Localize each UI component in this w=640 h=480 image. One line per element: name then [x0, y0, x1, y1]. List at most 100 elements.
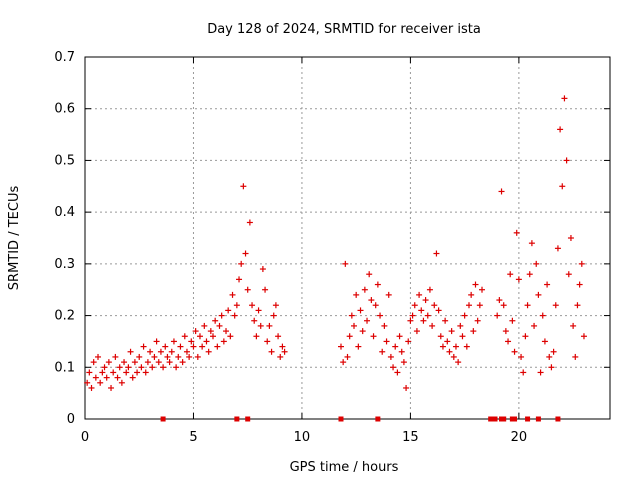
data-point — [190, 343, 197, 350]
data-point — [559, 183, 566, 190]
data-point — [95, 353, 102, 360]
data-point — [162, 343, 169, 350]
y-tick-label: 0.1 — [54, 360, 75, 375]
y-tick-label: 0.2 — [54, 309, 75, 324]
data-point — [268, 348, 275, 355]
data-points — [84, 95, 587, 422]
data-point — [368, 297, 375, 304]
x-tick-label: 15 — [402, 430, 419, 445]
data-point — [539, 312, 546, 319]
data-point — [459, 333, 466, 340]
data-point — [173, 364, 180, 371]
data-point — [522, 333, 529, 340]
data-point — [535, 291, 542, 298]
zero-marker — [488, 416, 494, 422]
data-point — [374, 281, 381, 288]
data-point — [424, 312, 431, 319]
data-point — [435, 307, 442, 314]
data-point — [166, 359, 173, 366]
data-point — [153, 338, 160, 345]
data-point — [337, 343, 344, 350]
data-point — [203, 338, 210, 345]
data-point — [147, 348, 154, 355]
data-point — [476, 302, 483, 309]
data-point — [164, 353, 171, 360]
data-point — [340, 359, 347, 366]
data-point — [84, 379, 91, 386]
zero-marker — [501, 416, 507, 422]
data-point — [136, 353, 143, 360]
data-point — [574, 302, 581, 309]
data-point — [429, 322, 436, 329]
data-point — [129, 374, 136, 381]
data-point — [144, 359, 151, 366]
data-point — [385, 291, 392, 298]
data-point — [370, 333, 377, 340]
data-point — [249, 302, 256, 309]
data-point — [548, 364, 555, 371]
zero-marker — [160, 416, 166, 422]
data-point — [251, 317, 258, 324]
data-point — [351, 322, 358, 329]
data-point — [123, 369, 130, 376]
data-point — [572, 353, 579, 360]
data-point — [209, 333, 216, 340]
data-point — [366, 271, 373, 278]
data-point — [112, 353, 119, 360]
data-point — [500, 302, 507, 309]
zero-marker — [535, 416, 541, 422]
data-point — [125, 364, 132, 371]
data-point — [364, 317, 371, 324]
zero-marker — [375, 416, 381, 422]
data-point — [131, 359, 138, 366]
data-point — [565, 271, 572, 278]
data-point — [359, 328, 366, 335]
data-point — [400, 359, 407, 366]
data-point — [257, 322, 264, 329]
data-point — [277, 353, 284, 360]
data-point — [151, 353, 158, 360]
data-point — [116, 364, 123, 371]
data-point — [450, 353, 457, 360]
data-point — [207, 328, 214, 335]
data-point — [181, 333, 188, 340]
data-point — [513, 229, 520, 236]
data-point — [474, 317, 481, 324]
data-point — [233, 302, 240, 309]
data-point — [580, 333, 587, 340]
data-point — [533, 260, 540, 267]
data-point — [225, 307, 232, 314]
data-point — [452, 343, 459, 350]
data-point — [511, 348, 518, 355]
data-point — [227, 333, 234, 340]
data-point — [127, 348, 134, 355]
data-point — [457, 322, 464, 329]
data-point — [405, 338, 412, 345]
data-point — [105, 359, 112, 366]
data-point — [407, 317, 414, 324]
data-point — [138, 364, 145, 371]
data-point — [455, 359, 462, 366]
data-point — [578, 260, 585, 267]
data-point — [496, 297, 503, 304]
data-point — [196, 333, 203, 340]
data-point — [160, 364, 167, 371]
data-point — [168, 348, 175, 355]
data-point — [97, 379, 104, 386]
data-point — [194, 353, 201, 360]
data-point — [88, 384, 95, 391]
data-point — [433, 250, 440, 257]
data-point — [175, 353, 182, 360]
data-point — [446, 348, 453, 355]
zero-marker — [525, 416, 531, 422]
data-point — [570, 322, 577, 329]
data-point — [118, 379, 125, 386]
data-point — [439, 343, 446, 350]
data-point — [426, 286, 433, 293]
data-point — [121, 359, 128, 366]
chart-title: Day 128 of 2024, SRMTID for receiver ist… — [207, 22, 481, 37]
data-point — [266, 322, 273, 329]
zero-marker — [338, 416, 344, 422]
data-point — [216, 322, 223, 329]
x-tick-label: 5 — [189, 430, 197, 445]
